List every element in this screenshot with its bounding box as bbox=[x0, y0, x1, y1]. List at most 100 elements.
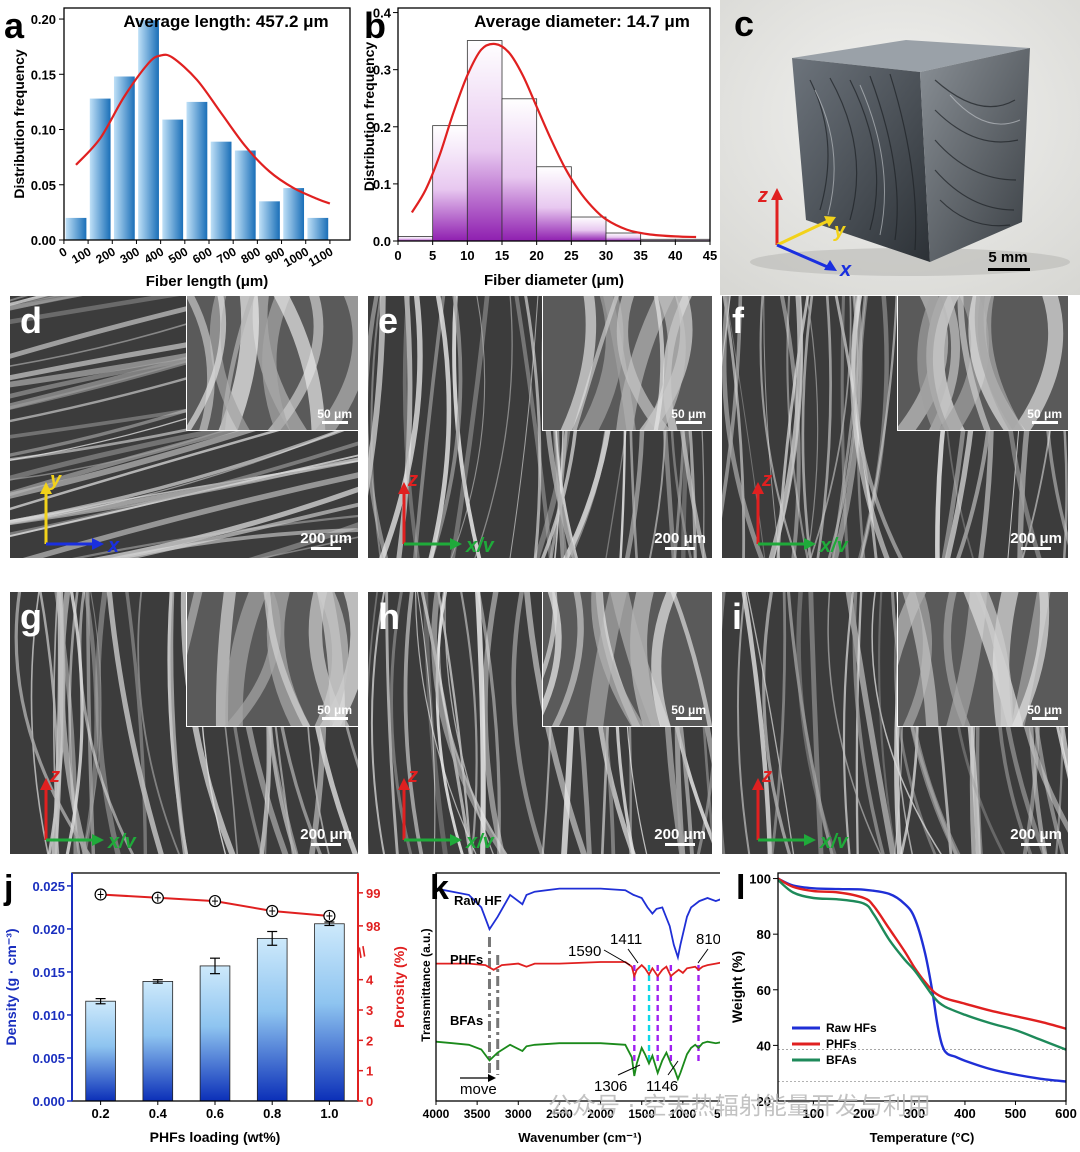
legend-label: BFAs bbox=[826, 1053, 857, 1067]
peak-arrow bbox=[603, 949, 631, 966]
scale-line bbox=[311, 843, 342, 846]
x-axis-title: Wavenumber (cm⁻¹) bbox=[518, 1130, 641, 1145]
fiber-strand bbox=[30, 592, 49, 854]
inset-fiber bbox=[561, 296, 597, 430]
sem-panel-f: 50 μm f 200 μm z x/y bbox=[722, 296, 1068, 558]
fiber-strand bbox=[816, 296, 832, 558]
panel-label-k: k bbox=[430, 869, 449, 907]
sem-inset-d: 50 μm bbox=[186, 296, 358, 431]
histogram-bar bbox=[536, 166, 572, 242]
inset-fiber bbox=[651, 592, 678, 726]
y-tick-label: 100 bbox=[749, 872, 771, 887]
x-tick-label: 40 bbox=[668, 248, 682, 263]
scale-label: 200 μm bbox=[654, 826, 706, 843]
aerogel-cube-photo: z y x 5 mm c bbox=[720, 0, 1080, 295]
scale-line bbox=[1021, 547, 1052, 550]
horizontal-arrow-head bbox=[804, 538, 816, 550]
panel-label-h: h bbox=[378, 596, 400, 637]
cube-top-face bbox=[792, 40, 1030, 72]
fit-curve bbox=[410, 42, 697, 239]
fiber-strand bbox=[834, 296, 878, 558]
density-bar bbox=[256, 937, 288, 1102]
fiber-strand bbox=[82, 592, 102, 854]
y-tick-label: 0.1 bbox=[373, 177, 391, 192]
orientation-axes: z x/y bbox=[752, 469, 849, 552]
y-tick-label: 0.3 bbox=[373, 63, 391, 78]
scale-bar: 200 μm bbox=[654, 530, 706, 550]
scale-bar: 200 μm bbox=[1010, 826, 1062, 846]
annotation-average-diameter: Average diameter: 14.7 μm bbox=[474, 12, 690, 31]
fiber-strand bbox=[514, 296, 553, 558]
fiber-strand bbox=[22, 472, 358, 558]
inset-fiber bbox=[975, 592, 1014, 726]
x-tick-label: 500 bbox=[1005, 1106, 1027, 1121]
fiber-strand bbox=[801, 296, 814, 558]
fiber-strand bbox=[86, 592, 96, 854]
legend-label: PHFs bbox=[826, 1037, 857, 1051]
inset-scale-bar: 50 μm bbox=[317, 407, 352, 424]
fiber-strand bbox=[51, 592, 64, 854]
fiber-strand bbox=[474, 296, 513, 558]
y-tick-label: 80 bbox=[757, 927, 771, 942]
inset-fiber bbox=[543, 592, 558, 679]
inset-fiber bbox=[670, 592, 712, 726]
vertical-axis-label: z bbox=[49, 765, 60, 787]
inset-texture bbox=[561, 296, 693, 430]
horizontal-arrow-head bbox=[92, 538, 104, 550]
fiber-strand bbox=[71, 514, 358, 558]
fiber-strand bbox=[871, 592, 942, 854]
inset-scale-line bbox=[1031, 420, 1058, 424]
ftir-line-phfs bbox=[436, 961, 725, 979]
x-axis-title: Fiber length (μm) bbox=[146, 273, 269, 290]
fiber-strand bbox=[370, 296, 382, 558]
vertical-axis-label: z bbox=[407, 765, 418, 787]
fiber-strand bbox=[763, 296, 781, 558]
sem-panel-i: 50 μm i 200 μm z x/y bbox=[722, 592, 1068, 854]
histogram-bar bbox=[570, 216, 607, 242]
fiber-strand bbox=[10, 457, 358, 526]
x-tick-label: 35 bbox=[633, 248, 647, 263]
horizontal-axis-label: x/y bbox=[819, 831, 849, 848]
peak-label-1590: 1590 bbox=[568, 943, 601, 960]
histogram-bar bbox=[186, 101, 208, 241]
fiber-strand bbox=[460, 592, 478, 854]
scale-label: 200 μm bbox=[1010, 530, 1062, 547]
fiber-strand bbox=[416, 592, 436, 854]
x-axis-title: Temperature (°C) bbox=[870, 1130, 975, 1145]
right-tick-label: 99 bbox=[366, 886, 380, 901]
scale-label: 200 μm bbox=[300, 530, 352, 547]
y-tick-label: 20 bbox=[757, 1094, 771, 1109]
inset-texture bbox=[898, 592, 1051, 726]
vertical-arrow-head bbox=[40, 482, 52, 494]
y-axis-title: Weight (%) bbox=[729, 951, 745, 1023]
x-tick-label: 200 bbox=[853, 1106, 875, 1121]
sem-inset-e: 50 μm bbox=[542, 296, 712, 431]
fiber-strand bbox=[722, 296, 746, 558]
fiber-strand bbox=[10, 296, 251, 359]
inset-texture bbox=[543, 592, 712, 726]
x-tick-label: 0 bbox=[394, 248, 401, 263]
x-tick-label: 30 bbox=[599, 248, 613, 263]
y-tick-label: 60 bbox=[757, 983, 771, 998]
histogram-bar bbox=[259, 201, 280, 240]
scale-label: 200 μm bbox=[1010, 826, 1062, 843]
right-tick-label: 2 bbox=[366, 1033, 373, 1048]
inset-fiber bbox=[216, 592, 237, 726]
y-tick-label: 0.000 bbox=[32, 1094, 65, 1109]
orientation-axes: yx bbox=[40, 469, 120, 552]
y-tick-label: 0.00 bbox=[31, 233, 56, 248]
panel-c: z y x 5 mm c bbox=[720, 0, 1080, 295]
horizontal-axis-label: x/y bbox=[465, 831, 495, 848]
panel-label-j: j bbox=[3, 869, 13, 907]
fiber-strand bbox=[248, 522, 358, 558]
panel-b: 0.0 0.1 0.2 0.3 0.4 0 5 10 15 20 25 30 35 40 45 Fiber d… bbox=[360, 0, 720, 295]
fiber-strand bbox=[476, 592, 501, 854]
y-tick-label: 0.025 bbox=[32, 879, 65, 894]
fiber-strand bbox=[95, 592, 121, 854]
panel-k: 4000350030002500200015001000500Raw HFPHF… bbox=[419, 865, 734, 1147]
density-bar bbox=[199, 965, 231, 1102]
panel-a: 0.00 0.05 0.10 0.15 0.20 0 100 200 300 400 500 600 7… bbox=[0, 0, 360, 295]
plot-frame bbox=[397, 7, 711, 242]
panel-label-f: f bbox=[732, 300, 744, 341]
fiber-strand bbox=[10, 296, 77, 311]
